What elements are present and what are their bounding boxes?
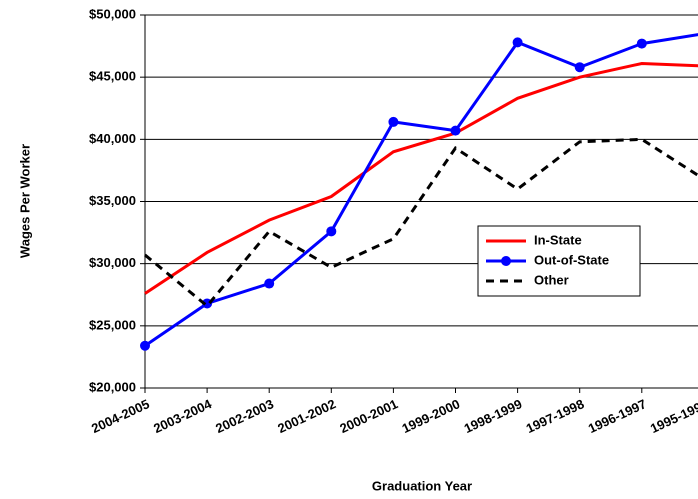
y-tick-label: $30,000 <box>89 255 136 270</box>
x-tick-label: 1995-1996 <box>648 396 698 436</box>
x-tick-label: 2000-2001 <box>337 396 400 436</box>
series-line <box>144 61 698 295</box>
data-point <box>574 62 585 73</box>
data-point <box>512 37 523 48</box>
data-point <box>450 125 461 136</box>
y-tick-label: $20,000 <box>89 379 136 394</box>
data-point <box>264 278 275 289</box>
y-axis-label: Wages Per Worker <box>17 144 32 258</box>
legend-label: Other <box>534 272 569 287</box>
y-tick-label: $45,000 <box>89 69 136 84</box>
data-point <box>140 340 150 351</box>
x-tick-label: 1996-1997 <box>586 396 649 436</box>
y-tick-label: $35,000 <box>89 193 136 208</box>
x-tick-label: 1998-1999 <box>462 396 525 436</box>
data-point <box>326 226 337 237</box>
legend-label: In-State <box>534 232 582 247</box>
data-point <box>388 116 399 127</box>
series-line <box>144 137 698 309</box>
legend-marker <box>501 256 511 266</box>
series-line <box>144 33 698 347</box>
y-tick-label: $40,000 <box>89 131 136 146</box>
x-tick-label: 1999-2000 <box>400 396 463 436</box>
legend-label: Out-of-State <box>534 252 609 267</box>
x-tick-label: 2003-2004 <box>151 396 214 436</box>
y-tick-label: $25,000 <box>89 317 136 332</box>
x-axis-label: Graduation Year <box>372 478 472 493</box>
x-tick-label: 2001-2002 <box>275 396 338 436</box>
x-tick-label: 2002-2003 <box>213 396 276 436</box>
y-tick-label: $50,000 <box>89 6 136 21</box>
x-tick-label: 1997-1998 <box>524 396 587 436</box>
data-point <box>636 38 647 49</box>
x-tick-label: 2004-2005 <box>89 396 152 436</box>
